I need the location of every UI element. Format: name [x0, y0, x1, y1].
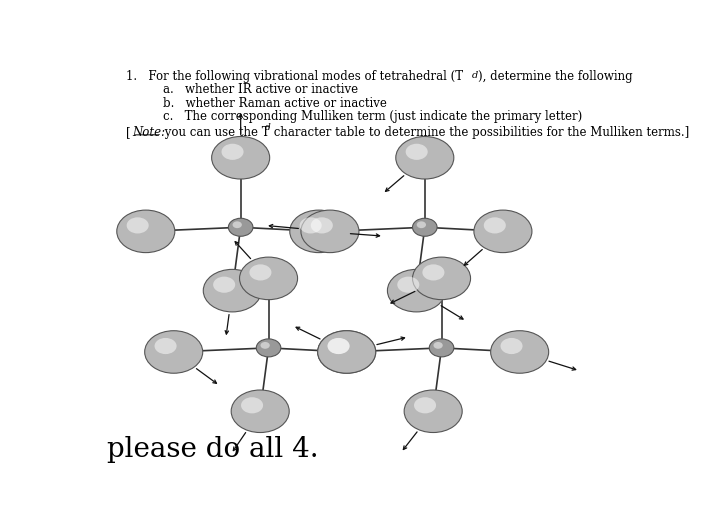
Text: 1.   For the following vibrational modes of tetrahedral (T: 1. For the following vibrational modes o…: [126, 70, 464, 83]
Circle shape: [328, 338, 350, 354]
Circle shape: [145, 331, 203, 373]
Circle shape: [213, 277, 235, 293]
Text: d: d: [265, 123, 271, 132]
Circle shape: [484, 217, 506, 234]
Text: ), determine the following: ), determine the following: [478, 70, 632, 83]
Circle shape: [127, 217, 149, 234]
Circle shape: [289, 210, 348, 253]
Text: Note:: Note:: [132, 126, 166, 139]
Text: please do all 4.: please do all 4.: [107, 436, 318, 463]
Circle shape: [155, 338, 176, 354]
Text: [: [: [126, 126, 131, 139]
Circle shape: [203, 269, 261, 312]
Circle shape: [249, 264, 271, 280]
Circle shape: [397, 277, 419, 293]
Circle shape: [318, 331, 376, 373]
Circle shape: [228, 218, 253, 236]
Circle shape: [474, 210, 532, 253]
Circle shape: [413, 218, 437, 236]
Text: c.   The corresponding Mulliken term (just indicate the primary letter): c. The corresponding Mulliken term (just…: [163, 110, 582, 123]
Circle shape: [414, 397, 436, 414]
Circle shape: [396, 136, 454, 179]
Circle shape: [500, 338, 523, 354]
Circle shape: [222, 144, 243, 160]
Circle shape: [233, 221, 242, 228]
Circle shape: [240, 257, 297, 299]
Circle shape: [423, 264, 444, 280]
Circle shape: [301, 210, 359, 253]
Circle shape: [413, 257, 471, 299]
Circle shape: [212, 136, 270, 179]
Circle shape: [311, 217, 333, 234]
Circle shape: [387, 269, 446, 312]
Text: character table to determine the possibilities for the Mulliken terms.]: character table to determine the possibi…: [270, 126, 690, 139]
Circle shape: [241, 397, 263, 414]
Circle shape: [256, 339, 281, 357]
Circle shape: [231, 390, 289, 433]
Circle shape: [300, 217, 322, 234]
Circle shape: [429, 339, 454, 357]
Text: b.   whether Raman active or inactive: b. whether Raman active or inactive: [163, 97, 387, 110]
Circle shape: [117, 210, 175, 253]
Circle shape: [261, 342, 270, 349]
Circle shape: [404, 390, 462, 433]
Text: a.   whether IR active or inactive: a. whether IR active or inactive: [163, 83, 358, 96]
Circle shape: [328, 338, 350, 354]
Circle shape: [405, 144, 428, 160]
Circle shape: [433, 342, 443, 349]
Circle shape: [490, 331, 549, 373]
Circle shape: [417, 221, 426, 228]
Text: you can use the T: you can use the T: [161, 126, 270, 139]
Text: d: d: [472, 72, 479, 81]
Circle shape: [318, 331, 376, 373]
